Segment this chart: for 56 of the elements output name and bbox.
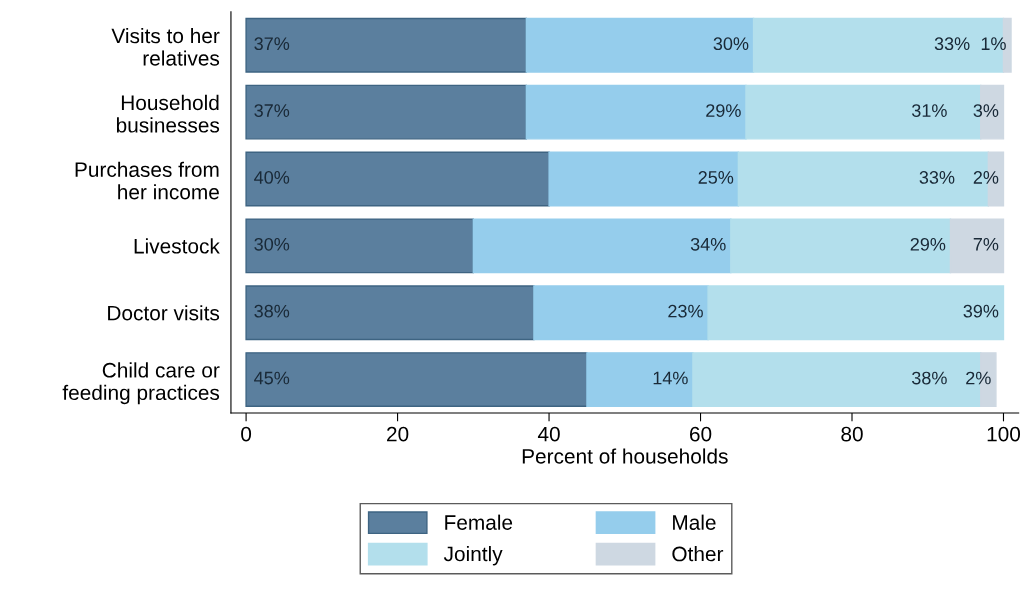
bar: [245, 151, 550, 207]
x-tick-label: 20: [387, 426, 409, 442]
bar: [752, 17, 1005, 73]
bar: [586, 352, 694, 408]
data-label: 1%: [981, 37, 1006, 51]
legend-label: Male: [673, 514, 716, 530]
legend-label: Female: [445, 514, 513, 530]
bar: [548, 151, 740, 207]
data-label: 30%: [254, 237, 290, 251]
y-tick-label: Visits to her relatives: [111, 27, 220, 66]
data-label: 30%: [713, 37, 749, 51]
data-label: 34%: [690, 237, 726, 251]
data-label: 39%: [963, 304, 999, 318]
bar: [525, 84, 747, 140]
bar: [245, 84, 528, 140]
bar: [245, 285, 535, 341]
data-label: 40%: [254, 171, 290, 184]
legend-label: Other: [672, 546, 724, 562]
data-label: 14%: [653, 371, 688, 385]
data-label: 45%: [254, 371, 290, 385]
x-tick-label: 100: [987, 426, 1021, 442]
bar: [525, 17, 755, 73]
data-label: 2%: [973, 171, 999, 184]
data-label: 25%: [698, 171, 734, 184]
y-tick-label: Livestock: [134, 238, 220, 254]
bar: [472, 218, 732, 274]
y-tick-label: Household businesses: [116, 94, 220, 133]
bar: [533, 285, 709, 341]
bar: [730, 218, 952, 274]
legend-label: Jointly: [443, 546, 503, 566]
data-label: 23%: [668, 304, 703, 318]
bar: [245, 17, 528, 73]
data-label: 2%: [966, 371, 991, 385]
x-tick-label: 80: [841, 426, 863, 442]
data-label: 33%: [934, 37, 970, 51]
x-axis-title: Percent of households: [522, 448, 728, 464]
data-label: 7%: [973, 237, 999, 251]
y-tick-label: Doctor visits: [108, 305, 220, 321]
data-label: 37%: [254, 104, 290, 117]
data-label: 33%: [919, 171, 955, 184]
x-tick-label: 0: [241, 426, 252, 442]
data-label: 29%: [910, 237, 946, 251]
bar: [707, 285, 1005, 341]
data-label: 29%: [706, 104, 741, 117]
bar: [245, 352, 588, 408]
data-label: 38%: [911, 371, 947, 385]
data-label: 31%: [911, 104, 947, 117]
bar: [245, 218, 475, 274]
y-tick-label: Child care or feeding practices: [62, 362, 220, 405]
data-label: 3%: [973, 104, 999, 117]
bar: [949, 218, 1005, 274]
x-tick-label: 60: [690, 426, 712, 442]
x-tick-label: 40: [537, 426, 560, 442]
data-label: 37%: [254, 37, 290, 51]
data-label: 38%: [254, 304, 290, 318]
y-tick-label: Purchases from her income: [75, 161, 219, 200]
